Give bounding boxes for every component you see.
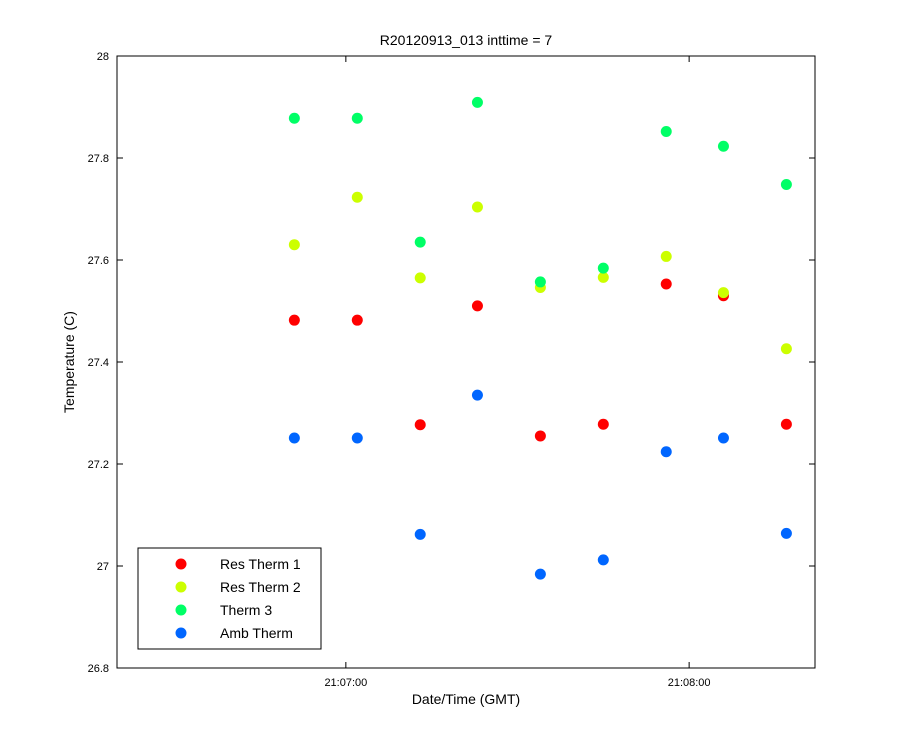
- data-point-therm-3: [780, 179, 792, 191]
- data-point-therm-3: [471, 96, 483, 108]
- data-point-amb-therm: [780, 527, 792, 539]
- legend-marker: [175, 558, 187, 570]
- data-point-res-therm-2: [660, 250, 672, 262]
- data-point-res-therm-2: [471, 201, 483, 213]
- data-point-therm-3: [717, 140, 729, 152]
- legend-box: [137, 547, 322, 650]
- legend-marker: [175, 581, 187, 593]
- data-point-amb-therm: [660, 446, 672, 458]
- x-tick-label: 21:08:00: [668, 677, 711, 689]
- chart-title: R20120913_013 inttime = 7: [380, 32, 553, 48]
- y-tick-label: 26.8: [88, 663, 109, 675]
- data-point-therm-3: [414, 236, 426, 248]
- y-tick-label: 28: [97, 51, 109, 63]
- data-point-res-therm-1: [534, 430, 546, 442]
- y-tick-label: 27: [97, 561, 109, 573]
- legend-marker: [175, 604, 187, 616]
- y-tick-label: 27.8: [88, 153, 109, 165]
- x-axis-title: Date/Time (GMT): [412, 691, 520, 707]
- data-point-res-therm-2: [780, 343, 792, 355]
- y-tick-label: 27.2: [88, 459, 109, 471]
- data-point-therm-3: [660, 125, 672, 137]
- data-point-res-therm-1: [597, 418, 609, 430]
- y-tick-label: 27.6: [88, 255, 109, 267]
- data-point-amb-therm: [288, 432, 300, 444]
- data-point-res-therm-2: [597, 271, 609, 283]
- data-point-therm-3: [534, 276, 546, 288]
- data-point-res-therm-2: [351, 191, 363, 203]
- legend-marker: [175, 627, 187, 639]
- data-point-res-therm-1: [660, 278, 672, 290]
- legend-label: Therm 3: [220, 602, 272, 618]
- x-axis: 21:07:00 21:08:00: [324, 56, 711, 689]
- legend-label: Amb Therm: [220, 625, 293, 641]
- data-point-amb-therm: [717, 432, 729, 444]
- data-point-res-therm-2: [414, 272, 426, 284]
- data-points: [288, 96, 792, 580]
- data-point-res-therm-1: [471, 300, 483, 312]
- data-point-therm-3: [597, 262, 609, 274]
- data-point-res-therm-1: [351, 314, 363, 326]
- data-point-res-therm-1: [414, 419, 426, 431]
- legend-label: Res Therm 1: [220, 556, 301, 572]
- data-point-res-therm-2: [288, 239, 300, 251]
- data-point-res-therm-1: [288, 314, 300, 326]
- legend: Res Therm 1 Res Therm 2 Therm 3 Amb Therm: [137, 547, 322, 650]
- y-axis-title: Temperature (C): [61, 311, 77, 413]
- data-point-amb-therm: [414, 528, 426, 540]
- data-point-res-therm-2: [717, 287, 729, 299]
- legend-label: Res Therm 2: [220, 579, 301, 595]
- data-point-therm-3: [351, 112, 363, 124]
- data-point-amb-therm: [534, 568, 546, 580]
- data-point-res-therm-1: [780, 418, 792, 430]
- data-point-amb-therm: [597, 554, 609, 566]
- x-tick-label: 21:07:00: [324, 677, 367, 689]
- y-tick-label: 27.4: [88, 357, 109, 369]
- y-axis: 26.8 27 27.2 27.4 27.6 27.8 28: [88, 51, 815, 675]
- data-point-amb-therm: [471, 389, 483, 401]
- data-point-therm-3: [288, 112, 300, 124]
- data-point-amb-therm: [351, 432, 363, 444]
